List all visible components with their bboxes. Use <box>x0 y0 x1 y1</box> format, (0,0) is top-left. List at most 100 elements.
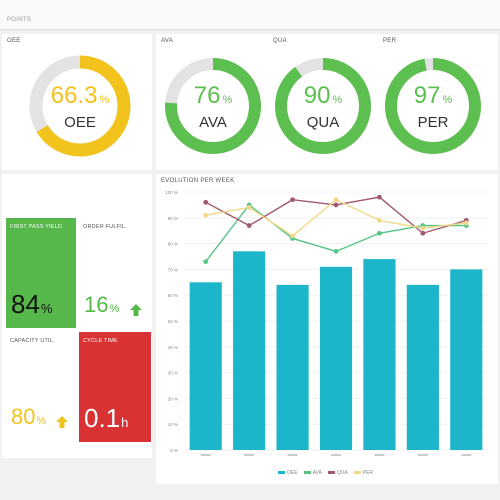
order-fulfil-title: ORDER FULFIL. <box>83 224 127 230</box>
gauge-fill <box>385 58 481 154</box>
x-tick-label <box>461 454 472 456</box>
ava-gauge: 76% AVA <box>163 54 263 158</box>
point-per <box>203 212 209 218</box>
y-tick-label: 50 % <box>168 319 178 324</box>
first-pass-yield-tile: FIRST PASS YIELD 84% <box>6 218 76 328</box>
up-arrow-icon <box>130 304 142 316</box>
capacity-util-unit: % <box>36 415 47 427</box>
capacity-util-title: CAPACITY UTIL. <box>10 338 55 344</box>
gauge-fill <box>275 58 371 154</box>
y-tick-label: 0 % <box>170 448 178 453</box>
cycle-time-value: 0.1h <box>84 403 128 434</box>
first-pass-yield-unit: % <box>40 301 53 316</box>
capacity-util-value: 80% <box>11 404 46 430</box>
first-pass-yield-title: FIRST PASS YIELD <box>10 224 63 230</box>
qua-gauge-name: QUA <box>306 114 340 131</box>
bar-oee <box>233 251 266 450</box>
bar-oee <box>189 282 222 450</box>
y-tick-label: 30 % <box>168 371 178 376</box>
legend-label: PER <box>362 470 373 476</box>
per-gauge-ring <box>385 58 481 154</box>
point-per <box>377 217 382 223</box>
oee-gauge-value: 66.3% <box>28 82 132 110</box>
point-per <box>246 205 252 210</box>
oee-panel-title: OEE <box>7 38 21 44</box>
up-arrow-icon <box>56 416 68 428</box>
chart-title: EVOLUTION PER WEEK <box>161 178 235 184</box>
per-gauge: 97% PER <box>383 54 483 158</box>
evolution-chart: 0 % 10 % 20 % 30 % 40 % 50 % 60 % 70 % 80 % 90 % 1… <box>165 190 488 456</box>
legend-label: OEE <box>287 470 298 476</box>
oee-gauge: 66.3% OEE <box>28 54 132 158</box>
x-tick-label <box>374 454 385 456</box>
gauge-fill <box>29 55 131 157</box>
point-per <box>333 197 339 203</box>
bar-oee <box>450 269 483 450</box>
chart-legend: OEE AVA QUA PER <box>272 470 373 476</box>
y-tick-label: 90 % <box>168 216 178 221</box>
per-gauge-value: 97% <box>383 82 483 110</box>
y-tick-label: 40 % <box>168 345 178 350</box>
qua-value-unit: % <box>332 94 343 106</box>
bar-oee <box>319 266 353 450</box>
x-tick-label <box>287 454 298 456</box>
point-qua <box>420 230 426 236</box>
point-qua <box>333 202 339 208</box>
x-tick-label <box>331 454 341 456</box>
oee-gauge-name: OEE <box>64 114 96 131</box>
legend-label: QUA <box>336 470 348 476</box>
point-ava <box>203 259 209 265</box>
y-tick-label: 60 % <box>168 293 178 298</box>
first-pass-yield-value: 84% <box>11 289 52 320</box>
bar-oee <box>276 284 309 450</box>
ava-value-number: 76 <box>193 82 221 109</box>
x-tick-label <box>417 454 428 456</box>
qua-gauge: 90% QUA <box>273 54 373 158</box>
order-fulfil-unit: % <box>109 303 120 315</box>
y-tick-label: 10 % <box>168 422 178 427</box>
ava-panel-title: AVA <box>161 38 174 44</box>
point-ava <box>377 230 382 236</box>
qua-value-number: 90 <box>303 82 331 109</box>
legend-label: AVA <box>312 470 322 476</box>
ava-gauge-value: 76% <box>163 82 263 110</box>
bar-oee <box>363 259 396 450</box>
legend-swatch <box>278 471 285 475</box>
y-tick-label: 70 % <box>168 267 178 272</box>
point-qua <box>203 199 209 205</box>
point-per <box>290 233 295 239</box>
point-ava <box>333 248 339 254</box>
qua-gauge-value: 90% <box>273 82 373 110</box>
ava-gauge-name: AVA <box>199 114 227 131</box>
ava-gauge-ring <box>165 58 261 154</box>
per-value-number: 97 <box>413 82 441 109</box>
legend-swatch <box>327 471 335 475</box>
y-tick-label: 80 % <box>168 242 178 247</box>
oee-value-number: 66.3 <box>50 82 98 109</box>
order-fulfil-value: 16% <box>84 292 119 318</box>
gauge-fill <box>165 58 261 154</box>
per-panel-title: PER <box>383 38 397 44</box>
point-qua <box>246 223 252 228</box>
qua-panel-title: QUA <box>273 38 287 44</box>
per-gauge-name: PER <box>417 114 449 131</box>
cycle-time-number: 0.1 <box>84 403 121 433</box>
legend-swatch <box>303 471 311 475</box>
y-tick-label: 100 % <box>165 190 178 195</box>
order-fulfil-number: 16 <box>84 292 109 317</box>
point-qua <box>377 194 382 200</box>
qua-gauge-ring <box>275 58 371 154</box>
x-tick-label <box>200 454 211 456</box>
point-qua <box>290 197 295 203</box>
oee-value-unit: % <box>99 94 110 106</box>
cycle-time-tile: CYCLE TIME 0.1h <box>79 332 151 442</box>
bar-oee <box>406 284 439 450</box>
order-fulfil-tile: ORDER FULFIL. 16% <box>79 218 149 328</box>
dashboard-title: POINTS <box>7 17 32 23</box>
oee-gauge-ring <box>29 55 131 157</box>
point-per <box>420 225 426 231</box>
per-value-unit: % <box>442 94 453 106</box>
capacity-util-number: 80 <box>11 404 36 429</box>
cycle-time-title: CYCLE TIME <box>83 338 118 344</box>
